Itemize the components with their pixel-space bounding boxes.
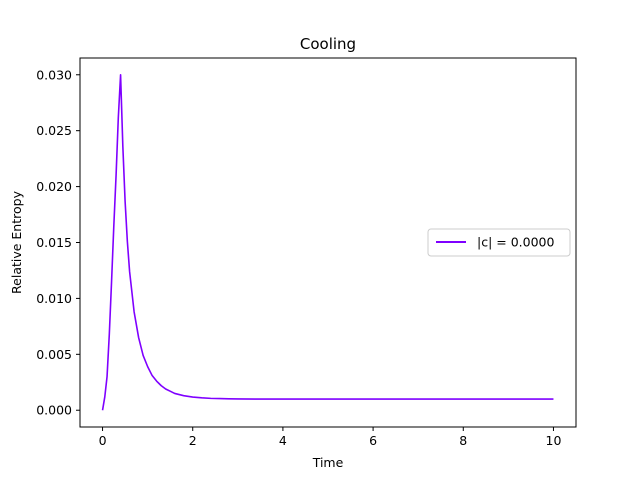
x-axis-label: Time [312, 455, 344, 470]
y-tick-label: 0.010 [36, 291, 72, 306]
series-line [101, 73, 554, 411]
x-tick-label: 6 [369, 433, 377, 448]
x-tick-label: 10 [546, 433, 562, 448]
chart-title: Cooling [300, 35, 356, 53]
series-layer [101, 73, 554, 411]
y-tick-label: 0.005 [36, 347, 72, 362]
y-tick-label: 0.025 [36, 123, 72, 138]
legend-label: |c| = 0.0000 [477, 235, 555, 250]
plot-area: 0 2 4 6 8 10 0.0000.0050.0100.0150.0200.0250.… [36, 57, 577, 448]
legend: |c| = 0.0000 [427, 228, 571, 257]
x-tick-label: 4 [279, 433, 287, 448]
y-tick-label: 0.020 [36, 179, 72, 194]
x-tick-label: 0 [99, 433, 107, 448]
y-axis-label: Relative Entropy [9, 190, 24, 294]
legend-box [427, 228, 571, 257]
y-tick-label: 0.000 [36, 403, 72, 418]
y-tick-label: 0.030 [36, 67, 72, 82]
x-tick-label: 2 [189, 433, 197, 448]
y-tick-label: 0.015 [36, 235, 72, 250]
x-ticks: 0 2 4 6 8 10 [99, 427, 562, 448]
y-ticks: 0.000 0.005 0.010 0.015 0.020 0.025 0.030 [36, 67, 80, 418]
x-tick-label: 8 [459, 433, 467, 448]
